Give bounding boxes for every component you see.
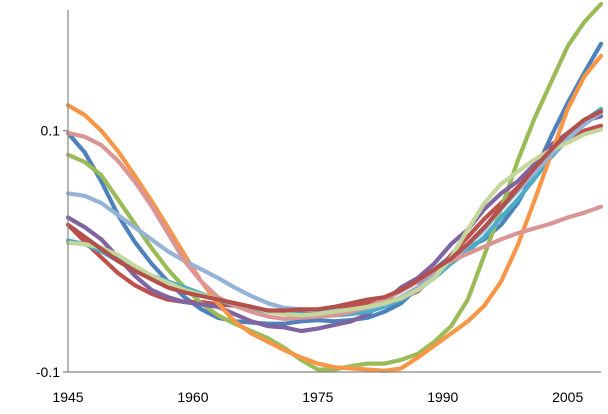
axes xyxy=(63,10,601,373)
series-line-9 xyxy=(65,127,604,318)
y-tick-label: -0.1 xyxy=(36,364,60,380)
x-tick-label: 1960 xyxy=(177,389,208,405)
series-line-6 xyxy=(65,53,604,373)
x-tick-label: 1975 xyxy=(302,389,333,405)
tick-labels: -0.1 0.1 1945 1960 1975 1990 2005 xyxy=(36,123,584,405)
x-tick-label: 2005 xyxy=(552,389,583,405)
series-line-4 xyxy=(65,114,604,334)
series-line-7 xyxy=(65,110,604,313)
x-tick-label: 1945 xyxy=(52,389,83,405)
series-line-10 xyxy=(65,109,604,313)
series-line-8 xyxy=(65,131,604,321)
series-layer xyxy=(65,1,604,373)
y-tick-label: 0.1 xyxy=(41,123,61,139)
x-tick-label: 1990 xyxy=(427,389,458,405)
series-line-1 xyxy=(65,41,604,326)
